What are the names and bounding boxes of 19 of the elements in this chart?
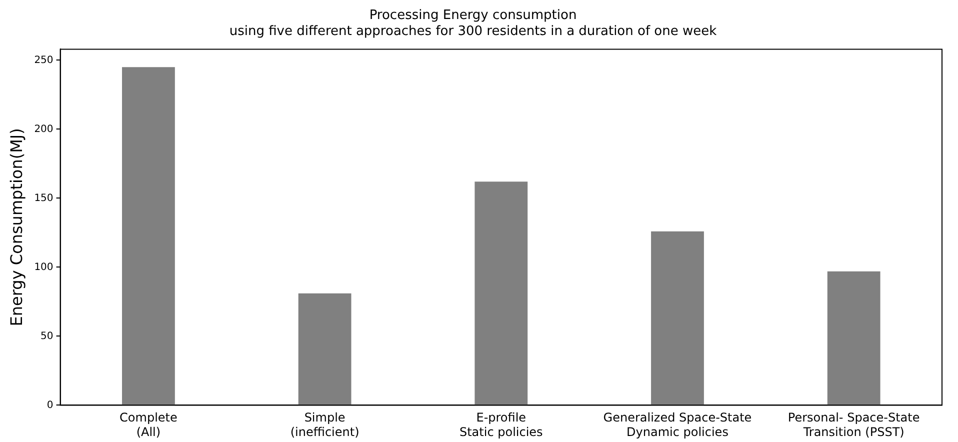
bar <box>298 293 352 405</box>
x-tick-label: Simple (inefficient) <box>290 410 360 439</box>
y-tick-label: 50 <box>40 330 54 342</box>
y-axis-title: Energy Consumption(MJ) <box>6 128 26 326</box>
y-tick-label: 150 <box>34 192 54 204</box>
bar <box>474 182 528 405</box>
bar <box>122 67 175 405</box>
x-tick-label: Personal- Space-State Transition (PSST) <box>788 410 920 439</box>
x-tick-label: E-profile Static policies <box>459 410 543 439</box>
y-tick-label: 0 <box>46 400 54 411</box>
bar <box>651 231 704 405</box>
bar <box>827 271 880 405</box>
y-tick-label: 250 <box>34 54 54 66</box>
y-tick-label: 100 <box>34 262 54 273</box>
chart-subtitle: using five different approaches for 300 residents in a duration of one week <box>229 24 718 39</box>
chart-title: Processing Energy consumption <box>369 8 577 24</box>
y-tick-label: 200 <box>34 124 54 135</box>
x-tick-label: Generalized Space-State Dynamic policies <box>603 410 752 439</box>
x-tick-label: Complete (All) <box>120 410 178 439</box>
